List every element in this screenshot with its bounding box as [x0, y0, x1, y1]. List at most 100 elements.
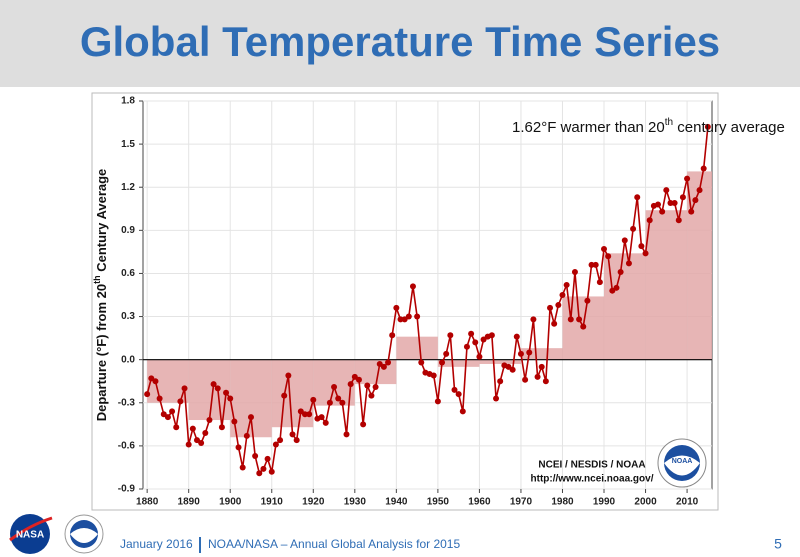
- y-tick-label: 1.8: [121, 96, 135, 107]
- y-tick-label: 0.3: [121, 311, 135, 322]
- data-point: [688, 208, 695, 215]
- y-axis-label: Departure (°F) from 20th Century Average: [92, 169, 109, 422]
- data-point: [559, 292, 566, 298]
- x-tick-label: 2010: [676, 497, 699, 508]
- data-point: [335, 395, 342, 402]
- annotation: 1.62°F warmer than 20th century average: [512, 117, 785, 136]
- data-point: [638, 243, 645, 250]
- page-number: 5: [774, 536, 782, 552]
- noaa-logo: [64, 514, 104, 554]
- data-point: [451, 386, 458, 393]
- x-tick-label: 1880: [136, 497, 159, 508]
- data-point: [630, 225, 637, 232]
- data-point: [235, 444, 242, 451]
- y-tick-label: 0.0: [121, 354, 135, 365]
- x-tick-label: 1950: [427, 497, 450, 508]
- y-tick-label: 1.2: [121, 182, 135, 193]
- data-point: [206, 417, 213, 424]
- data-point: [198, 440, 205, 447]
- decadal-bar: [313, 359, 355, 406]
- data-point: [301, 411, 308, 418]
- data-point: [567, 316, 574, 323]
- data-point: [239, 464, 246, 471]
- data-point: [285, 372, 292, 379]
- data-point: [547, 304, 554, 311]
- data-point: [447, 332, 454, 339]
- data-point: [385, 359, 392, 366]
- data-point: [326, 399, 333, 406]
- data-point: [227, 395, 234, 402]
- data-point: [538, 363, 545, 370]
- data-point: [584, 297, 591, 304]
- data-point: [144, 391, 151, 398]
- y-tick-label: -0.9: [118, 484, 136, 495]
- data-point: [704, 123, 711, 130]
- x-tick-label: 1910: [261, 497, 284, 508]
- x-tick-label: 1900: [219, 497, 242, 508]
- data-point: [331, 383, 338, 390]
- logo-bird: [664, 455, 700, 476]
- data-point: [667, 200, 674, 207]
- data-point: [468, 330, 475, 337]
- data-point: [339, 399, 346, 406]
- data-point: [310, 396, 317, 403]
- x-tick-label: 1970: [510, 497, 533, 508]
- noaa-chart-logo: NOAA: [657, 438, 707, 488]
- data-point: [459, 408, 466, 415]
- data-point: [488, 332, 495, 339]
- data-point: [243, 432, 250, 439]
- data-point: [322, 419, 329, 426]
- data-point: [601, 246, 608, 253]
- data-point: [360, 421, 367, 428]
- data-point: [625, 260, 632, 267]
- data-point: [563, 281, 570, 288]
- data-point: [260, 465, 267, 472]
- data-point: [318, 414, 325, 421]
- data-point: [646, 217, 653, 224]
- data-point: [389, 332, 396, 339]
- data-point: [534, 373, 541, 380]
- data-point: [659, 208, 666, 215]
- data-point: [202, 429, 209, 436]
- data-point: [218, 424, 225, 431]
- data-point: [663, 187, 670, 194]
- decadal-bar: [230, 359, 272, 438]
- data-point: [156, 395, 163, 402]
- data-point: [189, 425, 196, 432]
- decadal-bar: [604, 253, 646, 360]
- x-tick-label: 1890: [178, 497, 201, 508]
- noaa-bird: [70, 528, 98, 543]
- data-point: [264, 455, 271, 462]
- data-point: [414, 313, 421, 320]
- data-point: [592, 261, 599, 268]
- y-label-text: Century Average: [94, 169, 109, 276]
- nasa-logo: NASA: [9, 514, 53, 554]
- y-label-text: Departure (°F) from 20: [94, 284, 109, 421]
- x-tick-label: 1920: [302, 497, 325, 508]
- data-point: [185, 441, 192, 448]
- data-point: [397, 316, 404, 323]
- data-point: [405, 313, 412, 320]
- credit: NCEI / NESDIS / NOAA: [538, 460, 645, 471]
- data-point: [613, 284, 620, 291]
- data-point: [252, 452, 259, 459]
- data-point: [289, 431, 296, 438]
- data-point: [256, 470, 263, 477]
- data-point: [173, 424, 180, 431]
- data-point: [617, 269, 624, 276]
- y-tick-label: 0.6: [121, 268, 135, 279]
- x-tick-label: 1930: [344, 497, 367, 508]
- x-tick-label: 1980: [551, 497, 574, 508]
- annotation-sup: th: [665, 117, 673, 128]
- data-point: [355, 376, 362, 383]
- data-point: [671, 200, 678, 207]
- y-tick-label: -0.3: [118, 397, 136, 408]
- annotation-text: 1.62°F warmer than 20: [512, 119, 665, 136]
- decadal-bar: [520, 348, 563, 360]
- decadal-bar: [271, 359, 314, 428]
- data-point: [497, 378, 504, 385]
- data-point: [181, 385, 188, 392]
- y-label-sup: th: [92, 275, 102, 284]
- data-point: [343, 431, 350, 438]
- data-point: [596, 279, 603, 286]
